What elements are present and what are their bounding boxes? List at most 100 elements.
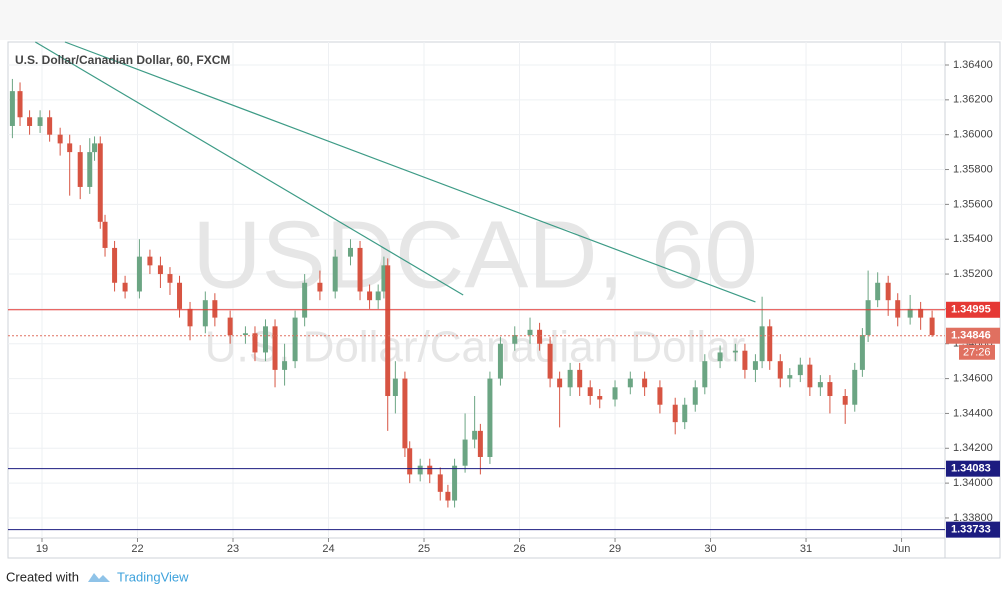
x-tick-label: Jun — [893, 543, 911, 555]
candle-body — [407, 448, 413, 475]
candle-body — [385, 265, 391, 397]
candle-body — [885, 282, 891, 301]
candle-body — [497, 343, 503, 379]
candle-body — [437, 474, 443, 492]
y-tick-label: 1.35400 — [953, 233, 993, 245]
candle-body — [122, 282, 128, 292]
candle-body — [357, 247, 363, 292]
candle-body — [777, 361, 783, 379]
y-tick-label: 1.34600 — [953, 372, 993, 384]
candle-body — [147, 256, 153, 266]
marks — [8, 41, 945, 531]
candle-body — [692, 387, 698, 405]
candle-body — [417, 465, 423, 475]
candle-body — [587, 387, 593, 397]
level-label-box — [946, 327, 1000, 344]
candle-body — [567, 369, 573, 388]
y-tick-label: 1.36000 — [953, 129, 993, 141]
candle-body — [767, 326, 773, 362]
x-tick-label: 25 — [418, 543, 430, 555]
candle-body — [47, 117, 53, 135]
candle-body — [842, 396, 848, 405]
candle-body — [97, 143, 103, 222]
candle-body — [627, 378, 633, 388]
candle-body — [445, 491, 451, 501]
candle-body — [157, 265, 163, 275]
level-label-box — [946, 301, 1000, 318]
candle-body — [262, 326, 268, 353]
candle-body — [742, 350, 748, 370]
footer-bar — [0, 559, 1002, 595]
candle-body — [187, 308, 193, 327]
candle-body — [827, 382, 833, 397]
candle-body — [392, 378, 398, 397]
x-tick-label: 22 — [131, 543, 143, 555]
candle-body — [57, 134, 63, 144]
candle-body — [797, 364, 803, 376]
countdown-box — [959, 344, 995, 360]
x-tick-label: 24 — [322, 543, 334, 555]
x-tick-label: 23 — [227, 543, 239, 555]
candle-body — [381, 265, 387, 292]
candle-body — [27, 117, 33, 126]
candle-body — [487, 378, 493, 457]
candle-body — [895, 300, 901, 318]
candle-body — [865, 300, 871, 336]
footer-prefix: Created with — [6, 569, 79, 584]
candle-body — [136, 256, 142, 292]
candle-body — [527, 329, 533, 336]
candle-body — [202, 300, 208, 327]
level-label: 1.34846 — [951, 330, 991, 342]
candle-body — [817, 382, 823, 388]
candle-body — [672, 404, 678, 423]
brand-logo — [88, 573, 110, 582]
candle-body — [87, 152, 93, 187]
y-tick-label: 1.36400 — [953, 59, 993, 71]
candle-body — [907, 308, 913, 318]
trend-line — [35, 41, 464, 296]
candle-body — [272, 326, 278, 370]
candle-body — [452, 465, 458, 501]
candle-body — [682, 404, 688, 423]
watermark-symbol: USDCAD, 60 — [192, 201, 758, 308]
candle-body — [167, 274, 173, 283]
candle-body — [512, 335, 518, 344]
candle-body — [612, 387, 618, 400]
candle-body — [597, 396, 603, 400]
top-bar — [0, 0, 1002, 40]
chart-frame — [7, 41, 1001, 559]
candle-body — [929, 317, 935, 336]
candle-body — [347, 247, 353, 257]
candle-body — [292, 317, 298, 362]
level-label: 1.34995 — [951, 304, 991, 316]
candle-body — [92, 143, 98, 153]
y-tick-label: 1.35800 — [953, 163, 993, 175]
candle-body — [102, 221, 108, 248]
candle-body — [375, 291, 381, 301]
candle-body — [332, 256, 338, 292]
candle-body — [367, 291, 373, 301]
candle-body — [759, 326, 765, 362]
candle-body — [77, 152, 83, 187]
candle-body — [702, 361, 708, 388]
candle-body — [177, 282, 183, 309]
y-tick-label: 1.33800 — [953, 512, 993, 524]
candle-body — [317, 282, 323, 292]
candle-body — [112, 247, 118, 283]
level-label-box — [946, 521, 1000, 538]
candle-body — [859, 335, 865, 370]
x-tick-label: 31 — [800, 543, 812, 555]
level-label: 1.33733 — [951, 524, 991, 536]
chart-title: U.S. Dollar/Canadian Dollar, 60, FXCM — [15, 53, 230, 67]
candle-body — [537, 329, 543, 344]
y-tick-label: 1.34200 — [953, 442, 993, 454]
candle-body — [67, 143, 73, 153]
candle-body — [37, 117, 43, 126]
level-label-box — [946, 460, 1000, 477]
x-tick-label: 26 — [513, 543, 525, 555]
candle-body — [787, 375, 793, 379]
candle-body — [657, 387, 663, 405]
footer-brand[interactable]: TradingView — [117, 569, 189, 584]
candle-body — [557, 378, 563, 388]
